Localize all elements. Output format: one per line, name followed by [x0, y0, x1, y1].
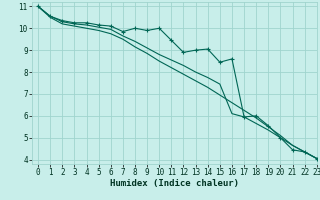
X-axis label: Humidex (Indice chaleur): Humidex (Indice chaleur)	[110, 179, 239, 188]
